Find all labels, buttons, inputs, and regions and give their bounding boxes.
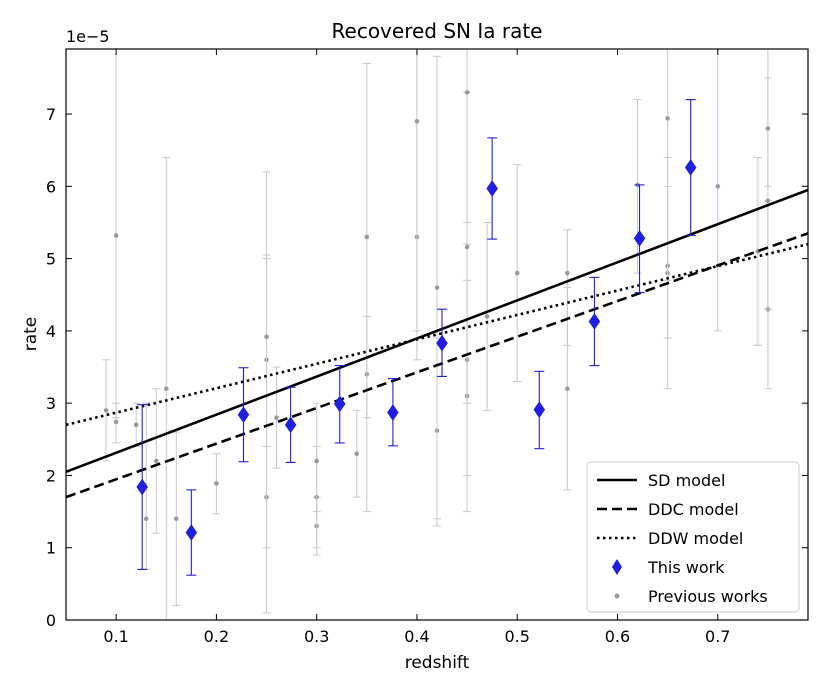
y-axis-label: rate (21, 317, 41, 352)
previous-work-point (173, 516, 179, 522)
previous-work-point (434, 285, 440, 290)
previous-work-point (565, 270, 570, 276)
x-tick-label: 0.7 (705, 627, 730, 646)
plot-area: 0.1 0.2 0.3 0.4 0.5 0.6 0.7 0 1 2 3 4 5 6 7 (46, 48, 809, 646)
y-tick-label: 2 (46, 466, 56, 485)
previous-work-point (354, 451, 360, 457)
x-tick-label: 0.5 (504, 627, 529, 646)
y-tick-label: 6 (46, 177, 56, 196)
x-tick-label: 0.3 (304, 627, 329, 646)
legend-label: Previous works (648, 587, 768, 606)
this-work-point (237, 406, 250, 424)
model-line-sd (66, 188, 808, 474)
this-work-point (333, 395, 346, 413)
previous-work-point (665, 116, 670, 121)
model-line-ddc (66, 232, 808, 499)
y-tick-label: 4 (46, 322, 56, 341)
previous-work-point (143, 516, 149, 522)
plot-frame (65, 48, 809, 621)
previous-work-point (464, 244, 470, 250)
legend-label: DDC model (648, 500, 739, 519)
x-tick-label: 0.4 (404, 627, 429, 646)
previous-work-point (765, 198, 771, 204)
previous-work-point (514, 270, 520, 276)
legend-swatch-previous-works (614, 593, 620, 599)
previous-work-point (214, 481, 219, 486)
previous-works-group (102, 49, 772, 620)
previous-work-point (264, 334, 269, 339)
legend-label: This work (647, 558, 725, 577)
this-work-point (436, 334, 448, 352)
x-tick-label: 0.2 (204, 627, 229, 646)
chart-title: Recovered SN Ia rate (332, 19, 543, 43)
previous-work-point (364, 234, 370, 240)
legend: SD model DDC model DDW model This work Previ… (586, 461, 800, 613)
this-work-point (486, 180, 498, 197)
legend-label: SD model (648, 471, 725, 490)
x-tick-label: 0.6 (605, 627, 630, 646)
this-work-point (588, 313, 601, 330)
legend-box (586, 461, 800, 613)
this-work-point (136, 478, 149, 496)
legend-swatch-this-work (612, 559, 622, 575)
y-tick-label: 3 (46, 394, 56, 413)
y-tick-label: 0 (46, 611, 56, 630)
x-tick-label: 0.1 (103, 627, 128, 646)
model-lines-group (66, 188, 808, 499)
previous-work-point (765, 126, 771, 131)
this-work-point (387, 404, 399, 422)
y-tick-label: 7 (46, 105, 56, 124)
this-work-group (136, 99, 697, 576)
y-tick-label: 1 (46, 539, 56, 558)
previous-work-point (113, 233, 119, 238)
previous-work-point (274, 415, 279, 420)
this-work-point (284, 416, 297, 434)
previous-work-point (163, 386, 169, 392)
previous-work-point (314, 458, 319, 464)
this-work-point (633, 229, 646, 247)
previous-work-point (153, 458, 159, 464)
y-tick-label: 5 (46, 250, 56, 269)
previous-work-point (464, 90, 470, 95)
previous-work-point (715, 184, 721, 189)
previous-work-point (103, 408, 109, 413)
y-offset-label: 1e−5 (66, 27, 110, 46)
previous-work-point (414, 118, 420, 124)
previous-work-point (133, 422, 139, 428)
model-line-ddw (66, 242, 808, 427)
this-work-point (684, 159, 697, 176)
this-work-point (533, 401, 546, 419)
previous-work-point (484, 314, 490, 319)
x-axis-label: redshift (405, 653, 470, 673)
previous-work-point (565, 386, 570, 392)
legend-label: DDW model (648, 529, 743, 548)
this-work-point (185, 524, 198, 541)
previous-work-point (113, 419, 119, 425)
